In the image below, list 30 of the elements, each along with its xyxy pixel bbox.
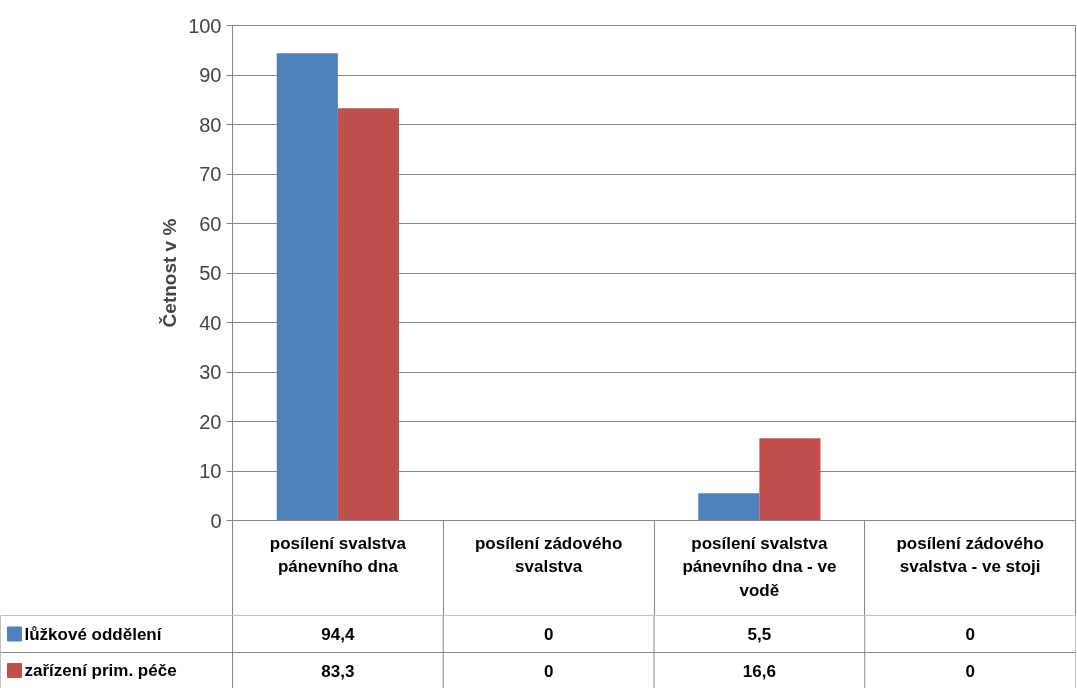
y-tick-label: 60	[199, 212, 222, 235]
bar	[759, 438, 821, 521]
data-label: 0	[543, 661, 554, 681]
data-label: 16,6	[742, 661, 776, 681]
x-tick-label: posílení svalstva pánevního dna - ve vodě	[682, 533, 837, 600]
y-tick-label: 40	[199, 311, 222, 334]
x-tick-label: posílení zádového svalstva - ve stoji	[896, 533, 1044, 577]
data-label: 0	[543, 625, 554, 644]
data-label: 94,4	[321, 625, 355, 644]
data-label: 0	[965, 625, 975, 644]
data-label: 5,5	[747, 625, 772, 644]
data-label: 0	[965, 661, 975, 681]
data-label: 83,3	[321, 661, 355, 681]
y-tick-label: 30	[199, 361, 222, 383]
y-tick-label: 50	[199, 262, 222, 284]
y-tick-label: 20	[199, 410, 222, 433]
y-tick-label: 100	[188, 14, 222, 37]
bar	[698, 493, 760, 521]
y-tick-label: 80	[199, 113, 222, 136]
y-tick-label: 0	[210, 509, 222, 532]
bar	[337, 108, 399, 521]
y-tick-label: 70	[199, 163, 222, 185]
y-tick-label: 10	[199, 460, 222, 482]
legend-label: zařízení prim. péče	[24, 661, 177, 680]
x-tick-label: posílení zádového svalstva	[474, 533, 623, 577]
x-tick-label: posílení svalstva pánevního dna	[269, 533, 407, 577]
legend-label: lůžkové oddělení	[24, 624, 163, 644]
y-tick-label: 90	[199, 64, 222, 86]
y-axis-title: Četnost v %	[159, 218, 181, 328]
bar	[276, 53, 338, 521]
